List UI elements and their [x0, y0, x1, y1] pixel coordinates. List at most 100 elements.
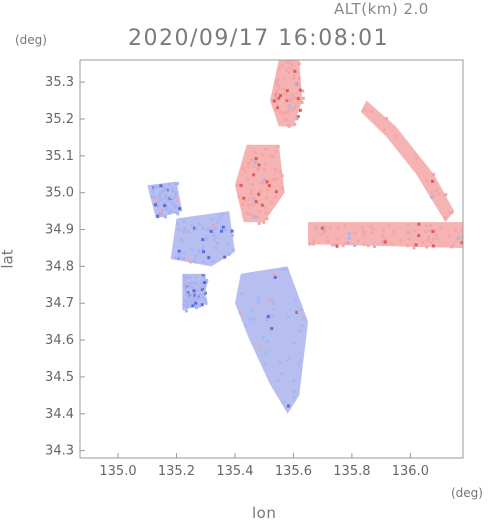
radar-speckle [431, 237, 435, 241]
radar-speckle [250, 158, 254, 162]
radar-speckle [352, 231, 356, 235]
radar-speckle [269, 155, 273, 159]
radar-speckle [190, 247, 194, 251]
radar-speckle [153, 186, 157, 190]
radar-speckle [283, 118, 287, 122]
radar-speckle [203, 281, 207, 285]
radar-speckle [189, 275, 193, 279]
radar-speckle [257, 210, 261, 214]
radar-speckle [426, 235, 430, 239]
radar-speckle [448, 211, 452, 215]
radar-speckle [252, 164, 256, 168]
radar-speckle [189, 295, 193, 299]
radar-speckle [170, 189, 174, 193]
radar-speckle [158, 194, 162, 198]
radar-speckle [178, 207, 182, 211]
radar-speckle [370, 230, 374, 234]
radar-speckle [221, 225, 225, 229]
radar-speckle [432, 194, 436, 198]
radar-speckle [266, 339, 270, 343]
x-tick-label: 135.4 [216, 464, 253, 479]
radar-speckle [211, 223, 215, 227]
radar-speckle [447, 233, 451, 237]
radar-speckle [207, 256, 211, 260]
radar-speckle [286, 96, 290, 100]
radar-speckle [276, 145, 280, 149]
radar-speckle [261, 336, 265, 340]
radar-speckle [182, 303, 186, 307]
radar-speckle [192, 289, 196, 293]
radar-speckle [277, 67, 281, 71]
radar-speckle [372, 244, 376, 248]
plot-frame [79, 59, 464, 459]
radar-speckle [165, 204, 169, 208]
radar-speckle [335, 237, 339, 241]
radar-speckle [201, 226, 205, 230]
radar-speckle [295, 310, 299, 314]
radar-speckle [276, 379, 280, 383]
radar-speckle [231, 248, 235, 252]
radar-speckle [159, 212, 163, 216]
radar-speckle [265, 188, 269, 192]
radar-speckle [278, 361, 282, 365]
radar-speckle [190, 223, 194, 227]
radar-speckle [276, 91, 280, 95]
radar-speckle [171, 197, 175, 201]
radar-speckle [201, 274, 205, 278]
radar-speckle [278, 110, 282, 114]
radar-speckle [264, 350, 268, 354]
radar-speckle [425, 179, 429, 183]
radar-speckle [243, 169, 247, 173]
radar-speckle [381, 234, 385, 238]
radar-speckle [185, 282, 189, 286]
radar-speckle [244, 199, 248, 203]
radar-speckle [182, 299, 186, 303]
radar-speckle [243, 324, 247, 328]
radar-speckle [274, 177, 278, 181]
radar-speckle [406, 231, 410, 235]
radar-speckle [151, 189, 155, 193]
radar-speckle [265, 196, 269, 200]
radar-speckle [308, 242, 312, 246]
radar-speckle [154, 200, 158, 204]
radar-speckle [383, 237, 387, 241]
radar-speckle [460, 228, 463, 232]
radar-speckle [227, 252, 231, 256]
radar-speckle [343, 223, 347, 227]
radar-speckle [249, 192, 253, 196]
radar-speckle [161, 189, 165, 193]
y-tick-label: 35.3 [45, 75, 74, 90]
radar-speckle [252, 202, 256, 206]
tick-layer: 135.0 135.2 135.4 135.6 135.8 136.0 34.3 34.4 34… [45, 75, 429, 479]
radar-speckle [433, 228, 437, 232]
radar-speckle [269, 298, 273, 302]
radar-speckle [262, 167, 266, 171]
radar-speckle [454, 229, 458, 233]
radar-speckle [182, 251, 186, 255]
radar-speckle [182, 219, 186, 223]
radar-speckle [174, 256, 178, 260]
radar-speckle [278, 170, 282, 174]
radar-speckle [421, 240, 425, 244]
x-tick-label: 135.6 [275, 464, 312, 479]
radar-speckle [293, 122, 297, 126]
radar-speckle [169, 201, 173, 205]
radar-speckle [452, 243, 456, 247]
radar-speckle [224, 228, 228, 232]
radar-speckle [280, 64, 284, 68]
radar-speckle [254, 157, 258, 161]
radar-speckle [201, 260, 205, 264]
radar-speckle [292, 74, 296, 78]
radar-speckle [209, 218, 213, 222]
radar-speckle [197, 249, 201, 253]
region-fill [234, 266, 309, 414]
radar-speckle [280, 187, 284, 191]
radar-speckle [296, 115, 300, 119]
radar-speckle [167, 183, 171, 187]
radar-speckle [246, 178, 250, 182]
radar-speckle [292, 379, 296, 383]
radar-speckle [412, 246, 416, 250]
radar-speckle [456, 236, 460, 240]
radar-speckle [194, 306, 198, 310]
x-tick-label: 135.2 [158, 464, 195, 479]
